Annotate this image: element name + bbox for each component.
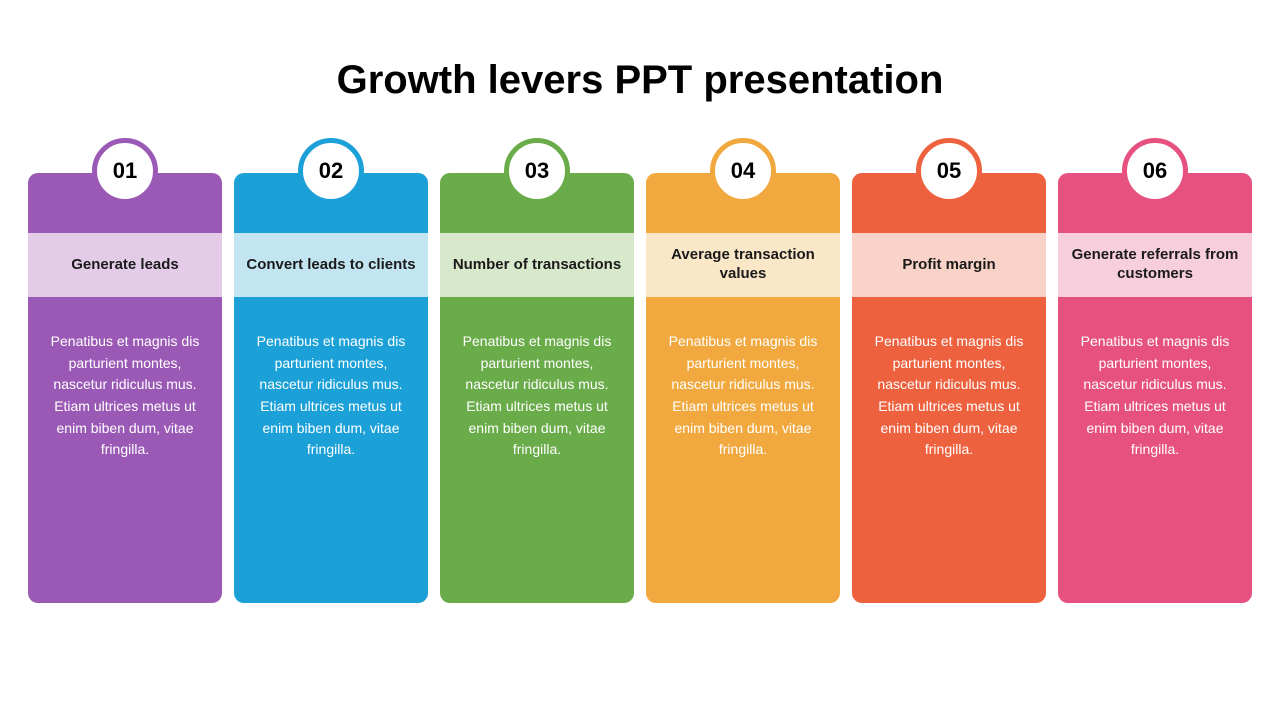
card-badge: 06: [1122, 138, 1188, 204]
card-badge: 01: [92, 138, 158, 204]
card-body: Penatibus et magnis dis parturient monte…: [440, 297, 634, 603]
card-badge: 03: [504, 138, 570, 204]
card-label: Number of transactions: [440, 233, 634, 297]
slide-title: Growth levers PPT presentation: [337, 58, 944, 103]
cards-row: 01Generate leadsPenatibus et magnis dis …: [0, 173, 1280, 603]
card-body: Penatibus et magnis dis parturient monte…: [234, 297, 428, 603]
card-1: 01Generate leadsPenatibus et magnis dis …: [28, 173, 222, 603]
card-label: Profit margin: [852, 233, 1046, 297]
card-label: Average transaction values: [646, 233, 840, 297]
card-5: 05Profit marginPenatibus et magnis dis p…: [852, 173, 1046, 603]
slide: Growth levers PPT presentation 01Generat…: [0, 0, 1280, 720]
card-label: Convert leads to clients: [234, 233, 428, 297]
card-body: Penatibus et magnis dis parturient monte…: [1058, 297, 1252, 603]
card-label: Generate leads: [28, 233, 222, 297]
card-body: Penatibus et magnis dis parturient monte…: [28, 297, 222, 603]
card-3: 03Number of transactionsPenatibus et mag…: [440, 173, 634, 603]
card-badge: 05: [916, 138, 982, 204]
card-4: 04Average transaction valuesPenatibus et…: [646, 173, 840, 603]
card-label: Generate referrals from customers: [1058, 233, 1252, 297]
card-badge: 04: [710, 138, 776, 204]
card-6: 06Generate referrals from customersPenat…: [1058, 173, 1252, 603]
card-body: Penatibus et magnis dis parturient monte…: [646, 297, 840, 603]
card-body: Penatibus et magnis dis parturient monte…: [852, 297, 1046, 603]
card-badge: 02: [298, 138, 364, 204]
card-2: 02Convert leads to clientsPenatibus et m…: [234, 173, 428, 603]
